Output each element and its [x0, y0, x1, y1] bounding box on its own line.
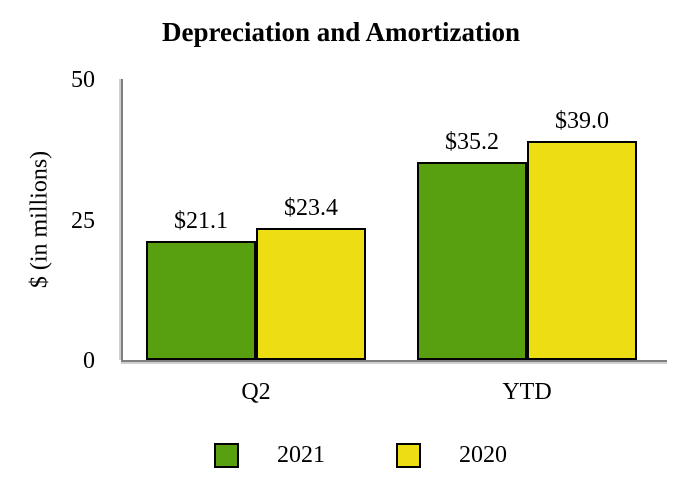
- value-label-2021-YTD: $35.2: [445, 129, 499, 155]
- bar-2020-YTD: [527, 141, 637, 360]
- x-axis-category-label: YTD: [502, 379, 552, 405]
- x-axis-line: [121, 360, 667, 362]
- value-label-2021-Q2: $21.1: [174, 208, 228, 234]
- legend-swatch-2020: [396, 443, 421, 468]
- bar-2021-Q2: [146, 241, 256, 360]
- chart-title: Depreciation and Amortization: [162, 17, 520, 47]
- legend-item-2021: 2021: [214, 441, 325, 470]
- value-label-2020-YTD: $39.0: [555, 108, 609, 134]
- value-label-2020-Q2: $23.4: [284, 195, 338, 221]
- y-tick-label: 25: [71, 207, 95, 234]
- legend: 2021 2020: [214, 441, 507, 470]
- bar-2020-Q2: [256, 228, 366, 360]
- x-axis-category-label: Q2: [241, 379, 271, 405]
- y-tick-label: 50: [71, 67, 95, 93]
- y-tick-label: 0: [83, 348, 95, 374]
- legend-label: 2020: [459, 442, 507, 468]
- legend-label: 2021: [277, 442, 325, 468]
- legend-item-2020: 2020: [396, 441, 507, 470]
- y-axis-line: [121, 79, 123, 360]
- bar-2021-YTD: [417, 162, 527, 360]
- legend-swatch-2021: [214, 443, 239, 468]
